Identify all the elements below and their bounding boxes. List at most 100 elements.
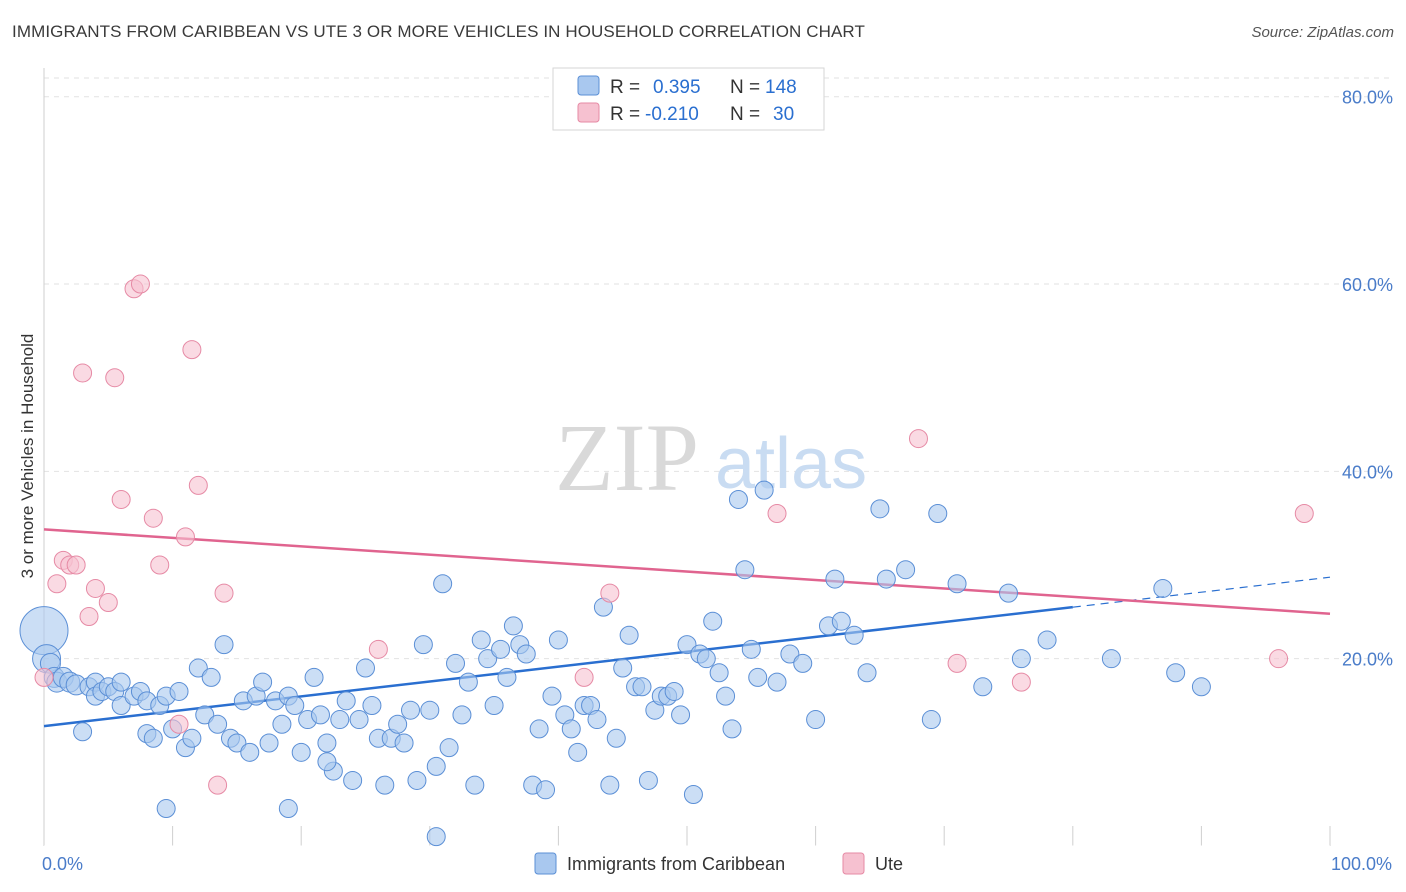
point-ute — [908, 429, 928, 449]
point-caribbean — [780, 644, 800, 664]
series-swatch-ute — [842, 852, 865, 875]
point-caribbean — [156, 799, 176, 819]
source-credit: Source: ZipAtlas.com — [1251, 24, 1394, 41]
point-caribbean — [214, 635, 234, 655]
point-caribbean — [111, 672, 131, 692]
point-caribbean — [606, 728, 626, 748]
y-axis-label: 3 or more Vehicles in Household — [18, 334, 37, 579]
point-ute — [600, 583, 620, 603]
point-caribbean — [561, 719, 581, 739]
point-ute — [208, 775, 228, 795]
point-caribbean — [253, 672, 273, 692]
point-ute — [111, 489, 131, 509]
point-caribbean — [388, 714, 408, 734]
point-ute — [1294, 504, 1314, 524]
point-caribbean — [542, 686, 562, 706]
point-caribbean — [548, 630, 568, 650]
legend-r-value-2: -0.210 — [645, 104, 699, 125]
point-caribbean — [716, 686, 736, 706]
legend-swatch-blue — [577, 75, 600, 96]
point-caribbean — [947, 574, 967, 594]
point-caribbean — [420, 700, 440, 720]
point-caribbean — [259, 733, 279, 753]
point-caribbean — [201, 667, 221, 687]
point-caribbean — [632, 677, 652, 697]
point-ute — [182, 340, 202, 360]
point-caribbean — [111, 696, 131, 716]
point-caribbean — [1011, 649, 1031, 669]
legend-swatch-pink — [577, 102, 600, 123]
watermark-zip: ZIP — [555, 404, 699, 511]
point-caribbean — [426, 827, 446, 847]
point-caribbean — [754, 480, 774, 500]
point-caribbean — [291, 742, 311, 762]
point-caribbean — [1101, 649, 1121, 669]
point-caribbean — [394, 733, 414, 753]
point-caribbean — [446, 653, 466, 673]
point-caribbean — [921, 710, 941, 730]
point-caribbean — [188, 658, 208, 678]
point-caribbean — [683, 784, 703, 804]
point-caribbean — [356, 658, 375, 678]
point-ute — [947, 653, 967, 673]
point-ute — [79, 607, 99, 627]
point-caribbean — [478, 649, 498, 669]
point-caribbean — [375, 775, 395, 795]
point-caribbean — [452, 705, 472, 725]
point-caribbean — [169, 681, 189, 701]
point-caribbean — [1153, 578, 1173, 598]
point-caribbean — [1191, 677, 1211, 697]
point-caribbean — [484, 696, 504, 716]
point-caribbean — [491, 639, 511, 659]
point-caribbean — [928, 504, 948, 524]
point-caribbean — [728, 489, 748, 509]
point-caribbean — [349, 710, 369, 730]
x-axis-ticks — [43, 826, 1331, 847]
series-label-caribbean: Immigrants from Caribbean — [567, 854, 785, 874]
point-caribbean — [208, 714, 228, 734]
point-ute — [368, 639, 388, 659]
point-caribbean — [143, 728, 163, 748]
point-ute — [150, 555, 170, 575]
point-caribbean — [310, 705, 330, 725]
trendline-caribbean-extension — [1072, 576, 1331, 608]
point-caribbean — [330, 710, 350, 730]
y-tick-label: 60.0% — [1342, 275, 1393, 295]
point-caribbean — [516, 644, 536, 664]
legend-r-label-1: R = — [610, 77, 640, 98]
point-ute — [169, 714, 189, 734]
point-caribbean — [336, 691, 356, 711]
point-ute — [105, 368, 125, 388]
point-ute — [73, 363, 93, 383]
point-caribbean — [1166, 663, 1186, 683]
point-caribbean — [722, 719, 742, 739]
legend-n-label-2: N = — [730, 104, 760, 125]
point-caribbean — [825, 569, 845, 589]
point-caribbean — [831, 611, 851, 631]
point-caribbean — [806, 710, 826, 730]
point-ute — [47, 574, 67, 594]
series-legend: Immigrants from Caribbean Ute — [534, 852, 903, 875]
point-caribbean — [465, 775, 485, 795]
trendline-ute — [43, 528, 1331, 615]
data-points — [19, 274, 1314, 847]
series-swatch-caribbean — [534, 852, 557, 875]
point-caribbean — [703, 611, 723, 631]
point-ute — [1269, 649, 1289, 669]
x-tick-label-max: 100.0% — [1331, 854, 1392, 874]
point-caribbean — [896, 560, 916, 580]
point-caribbean — [433, 574, 453, 594]
point-caribbean — [278, 799, 298, 819]
point-caribbean — [317, 733, 337, 753]
point-caribbean — [999, 583, 1018, 603]
point-caribbean — [182, 728, 202, 748]
point-caribbean — [401, 700, 421, 720]
point-caribbean — [793, 653, 813, 673]
legend-n-value-1: 148 — [765, 77, 797, 98]
point-caribbean — [638, 770, 658, 790]
point-caribbean — [664, 681, 684, 701]
point-caribbean — [613, 658, 633, 678]
point-caribbean — [304, 667, 324, 687]
point-caribbean — [529, 719, 549, 739]
